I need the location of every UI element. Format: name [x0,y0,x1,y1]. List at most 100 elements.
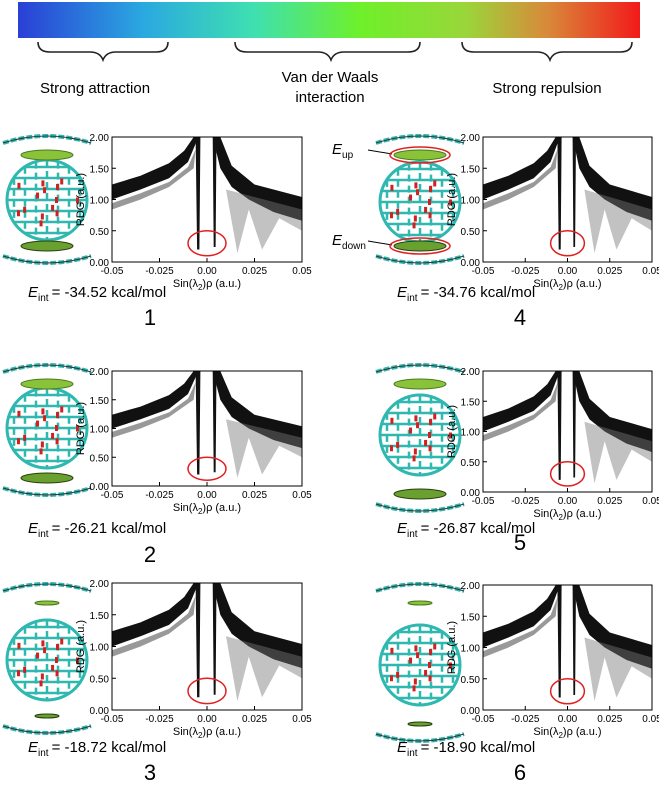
x-axis-label: )ρ (a.u.) [563,278,602,290]
y-axis-label: RDG (a.u.) [75,173,87,226]
vdw-surface [20,472,74,484]
energy-label: Eint = -18.72 kcal/mol [28,739,166,759]
y-axis-label: RDG (a.u.) [75,620,87,673]
y-tick-label: 1.50 [461,612,481,623]
y-tick-label: 2.00 [461,367,481,378]
oxygen [17,642,21,649]
rdg-cloud [572,585,652,669]
label: Strong attraction [40,80,150,97]
oxygen [40,673,44,680]
panel-number: 4 [514,305,526,330]
oxygen [414,645,418,652]
x-axis-label: 2 [558,283,563,292]
x-tick-label: 0.05 [292,714,312,725]
panel: -0.05 -0.025 0.00 0.025 0.05 0.00 0.50 1.00 1.50… [2,133,312,330]
x-tick-label: -0.05 [101,714,124,725]
x-axis-label: Sin(λ2)ρ (a.u.) [173,278,241,292]
x-tick-label: 0.00 [558,266,578,277]
oxygen [389,212,393,219]
highlight [187,230,227,257]
oxygen [16,438,20,445]
x-tick-label: 0.00 [197,490,217,501]
x-tick-label: 0.025 [597,266,622,277]
y-tick-label: 2.00 [90,133,110,144]
x-tick-label: 0.05 [292,266,312,277]
panel-number: 1 [144,305,156,330]
oxygen [39,220,43,227]
x-axis-label: Sin(λ [173,278,199,290]
symbol: E [28,520,39,537]
x-axis-label: Sin(λ2)ρ (a.u.) [533,508,601,522]
x-axis-label: 2 [198,283,203,292]
oxygen [389,445,393,452]
rdg-spike [557,585,562,698]
oxygen [390,184,394,191]
x-axis-label: Sin(λ [533,508,559,520]
rdg-spike [572,137,576,247]
rdg-spike [557,137,562,250]
x-tick-label: 0.05 [642,714,659,725]
y-tick-label: 2.00 [461,581,481,592]
y-tick-label: 0.50 [461,458,481,469]
x-tick-label: -0.025 [511,496,540,507]
rdg-cloud [112,583,199,647]
panel-number: 5 [514,530,526,555]
x-tick-label: 0.00 [197,714,217,725]
x-tick-label: -0.05 [101,266,124,277]
bowl [2,135,92,144]
oxygen [75,657,79,664]
x-tick-label: 0.025 [242,266,267,277]
oxygen [16,210,20,217]
bowl [375,255,465,264]
rdg-spike [195,371,201,475]
highlight [549,230,586,257]
vdw-surface [20,149,74,161]
oxygen [424,206,428,213]
rdg-cloud [572,371,652,453]
y-tick-label: 1.50 [90,396,110,407]
x-axis-label: Sin(λ [533,278,559,290]
energy-label: Eint = -34.52 kcal/mol [28,284,166,304]
rdg-cloud [112,371,199,429]
oxygen [17,182,21,189]
energy-label: Eup [332,141,354,161]
label: interaction [295,89,364,106]
y-tick-label: 0.00 [90,258,110,269]
rdg-cloud [584,189,652,254]
vdw-surface [393,378,447,390]
oxygen [428,199,431,205]
rdg-spike [195,137,201,250]
rdg-cloud [112,595,196,657]
subscript: down [342,241,366,252]
oxygen [41,180,45,187]
rdg-spike [195,583,201,698]
y-tick-label: 1.50 [461,397,481,408]
x-axis-label: Sin(λ2)ρ (a.u.) [533,726,601,740]
oxygen [433,643,437,650]
energy-label: Edown [332,232,366,252]
vdw-surface [34,600,60,606]
x-axis-label: )ρ (a.u.) [202,502,241,514]
rdg-cloud [112,149,196,210]
x-tick-label: -0.05 [472,496,495,507]
subscript: int [38,748,49,759]
oxygen [448,199,452,206]
panels: -0.05 -0.025 0.00 0.025 0.05 0.00 0.50 1.00 1.50… [2,133,659,785]
oxygen [23,434,27,441]
panel: -0.05 -0.025 0.00 0.025 0.05 0.00 0.50 1.00 1.50… [332,133,659,330]
color-bar [18,2,640,38]
vdw-surface [407,721,433,727]
x-tick-label: 0.025 [597,496,622,507]
label: Van der Waals [282,69,379,86]
x-axis-label: 2 [198,507,203,516]
oxygen [409,427,413,434]
bowl [375,135,465,144]
energy-label: Eint = -26.87 kcal/mol [397,520,535,540]
y-tick-label: 2.00 [90,367,110,378]
y-tick-label: 0.50 [90,227,110,238]
oxygen [414,415,418,422]
oxygen [36,420,40,427]
energy-value: = -26.21 kcal/mol [52,520,167,537]
x-tick-label: -0.025 [145,266,174,277]
